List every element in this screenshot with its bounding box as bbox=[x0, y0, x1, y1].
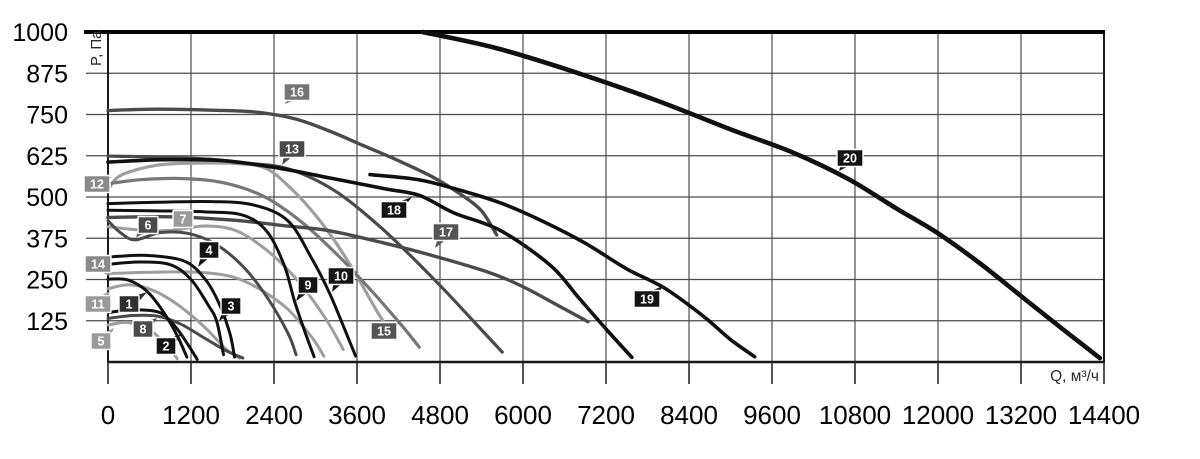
y-tick-label: 500 bbox=[26, 184, 68, 212]
x-tick-label: 10800 bbox=[819, 400, 891, 430]
curve-19 bbox=[368, 172, 757, 359]
curve-20 bbox=[420, 29, 1103, 361]
x-axis-title: Q, м³/ч bbox=[1050, 368, 1099, 385]
curve-label-3: 3 bbox=[228, 300, 235, 314]
curve-label-box-14 bbox=[84, 254, 112, 274]
curve-label-box-15 bbox=[370, 321, 398, 341]
x-tick-label: 9600 bbox=[743, 400, 801, 430]
curve-label-box-8 bbox=[132, 319, 154, 339]
curve-label-box-3 bbox=[220, 296, 242, 316]
curve-label-box-17 bbox=[432, 222, 460, 242]
curve-3 bbox=[106, 260, 226, 357]
x-tick-label: 3600 bbox=[328, 400, 386, 430]
curve-label-box-6 bbox=[137, 215, 159, 235]
y-axis-title: P, Па bbox=[88, 30, 105, 66]
y-tick-label: 375 bbox=[26, 225, 68, 253]
y-tick-label: 1000 bbox=[12, 19, 68, 47]
curve-label-11: 11 bbox=[91, 298, 104, 312]
curve-label-6: 6 bbox=[145, 219, 152, 233]
x-tick-label: 7200 bbox=[577, 400, 635, 430]
curve-label-17: 17 bbox=[439, 226, 453, 240]
curve-label-14: 14 bbox=[91, 258, 105, 272]
curve-label-box-13 bbox=[278, 139, 306, 159]
curve-label-18: 18 bbox=[387, 204, 401, 218]
curve-label-box-1 bbox=[118, 294, 140, 314]
curve-17 bbox=[106, 214, 590, 324]
curve-label-box-10 bbox=[327, 266, 355, 286]
x-tick-label: 12000 bbox=[902, 400, 974, 430]
y-tick-label: 875 bbox=[26, 60, 68, 88]
x-tick-label: 1200 bbox=[162, 400, 220, 430]
x-tick-label: 13200 bbox=[985, 400, 1057, 430]
curve-12 bbox=[106, 161, 397, 341]
curve-label-15: 15 bbox=[377, 325, 391, 339]
curve-label-16: 16 bbox=[290, 86, 304, 100]
x-tick-label: 0 bbox=[101, 400, 115, 430]
curve-14 bbox=[106, 270, 326, 358]
curve-label-1: 1 bbox=[126, 298, 133, 312]
curve-label-box-7 bbox=[172, 209, 194, 229]
x-tick-label: 2400 bbox=[245, 400, 303, 430]
x-tick-label: 14400 bbox=[1068, 400, 1140, 430]
curve-18 bbox=[106, 157, 634, 360]
x-tick-label: 8400 bbox=[660, 400, 718, 430]
curve-label-10: 10 bbox=[334, 270, 348, 284]
y-tick-label: 125 bbox=[26, 308, 68, 336]
curve-label-19: 19 bbox=[640, 293, 654, 307]
curve-label-box-20 bbox=[836, 148, 864, 168]
curve-label-box-19 bbox=[633, 289, 661, 309]
curve-label-box-16 bbox=[283, 82, 311, 102]
curve-6 bbox=[106, 219, 298, 357]
curve-8 bbox=[106, 313, 245, 360]
curve-label-20: 20 bbox=[843, 152, 857, 166]
curve-label-box-5 bbox=[90, 331, 112, 351]
curve-label-box-9 bbox=[297, 275, 319, 295]
y-tick-label: 625 bbox=[26, 143, 68, 171]
x-tick-label: 6000 bbox=[494, 400, 552, 430]
curve-label-box-11 bbox=[84, 294, 112, 314]
curve-15 bbox=[106, 176, 421, 349]
curve-label-7: 7 bbox=[180, 213, 187, 227]
curve-label-box-4 bbox=[198, 240, 220, 260]
curve-4 bbox=[106, 253, 237, 359]
curve-label-8: 8 bbox=[140, 323, 147, 337]
curve-10 bbox=[106, 199, 358, 358]
curve-16 bbox=[106, 107, 499, 237]
curve-label-5: 5 bbox=[98, 335, 105, 349]
curve-label-box-18 bbox=[380, 200, 408, 220]
x-tick-label: 4800 bbox=[411, 400, 469, 430]
curve-label-box-12 bbox=[83, 174, 111, 194]
curve-label-2: 2 bbox=[163, 340, 170, 354]
y-tick-label: 750 bbox=[26, 102, 68, 130]
curve-label-12: 12 bbox=[90, 178, 104, 192]
curve-label-4: 4 bbox=[206, 244, 213, 258]
curve-9 bbox=[106, 208, 316, 359]
y-tick-label: 250 bbox=[26, 267, 68, 295]
curve-label-13: 13 bbox=[285, 143, 299, 157]
curve-label-9: 9 bbox=[305, 279, 312, 293]
curve-label-box-2 bbox=[155, 336, 177, 356]
